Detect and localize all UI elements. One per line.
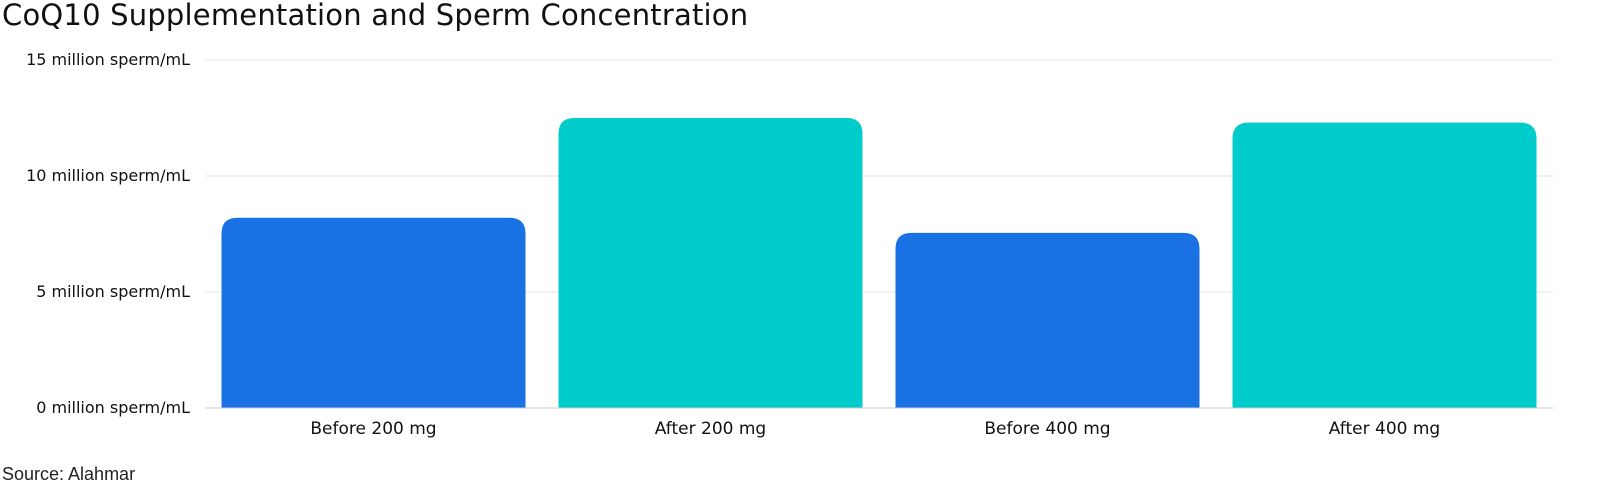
- x-category-label: Before 400 mg: [984, 419, 1110, 439]
- y-tick-label: 0 million sperm/mL: [36, 398, 190, 417]
- chart-title: CoQ10 Supplementation and Sperm Concentr…: [2, 0, 749, 32]
- y-axis-tick-labels: 0 million sperm/mL 5 million sperm/mL 10 m…: [26, 50, 190, 417]
- x-category-label: Before 200 mg: [310, 419, 436, 439]
- bar-after-200-mg: [558, 118, 863, 408]
- y-tick-label: 5 million sperm/mL: [36, 282, 190, 301]
- bar-before-200-mg: [221, 217, 526, 408]
- bar-before-400-mg: [895, 232, 1200, 408]
- source-note: Source: Alahmar: [2, 464, 136, 484]
- bar-after-400-mg: [1232, 122, 1537, 408]
- x-category-label: After 400 mg: [1329, 419, 1440, 439]
- y-tick-label: 15 million sperm/mL: [26, 50, 190, 69]
- x-axis-category-labels: Before 200 mg After 200 mg Before 400 mg Af…: [310, 419, 1440, 439]
- x-category-label: After 200 mg: [655, 419, 766, 439]
- y-tick-label: 10 million sperm/mL: [26, 166, 190, 185]
- bars: [221, 118, 1537, 408]
